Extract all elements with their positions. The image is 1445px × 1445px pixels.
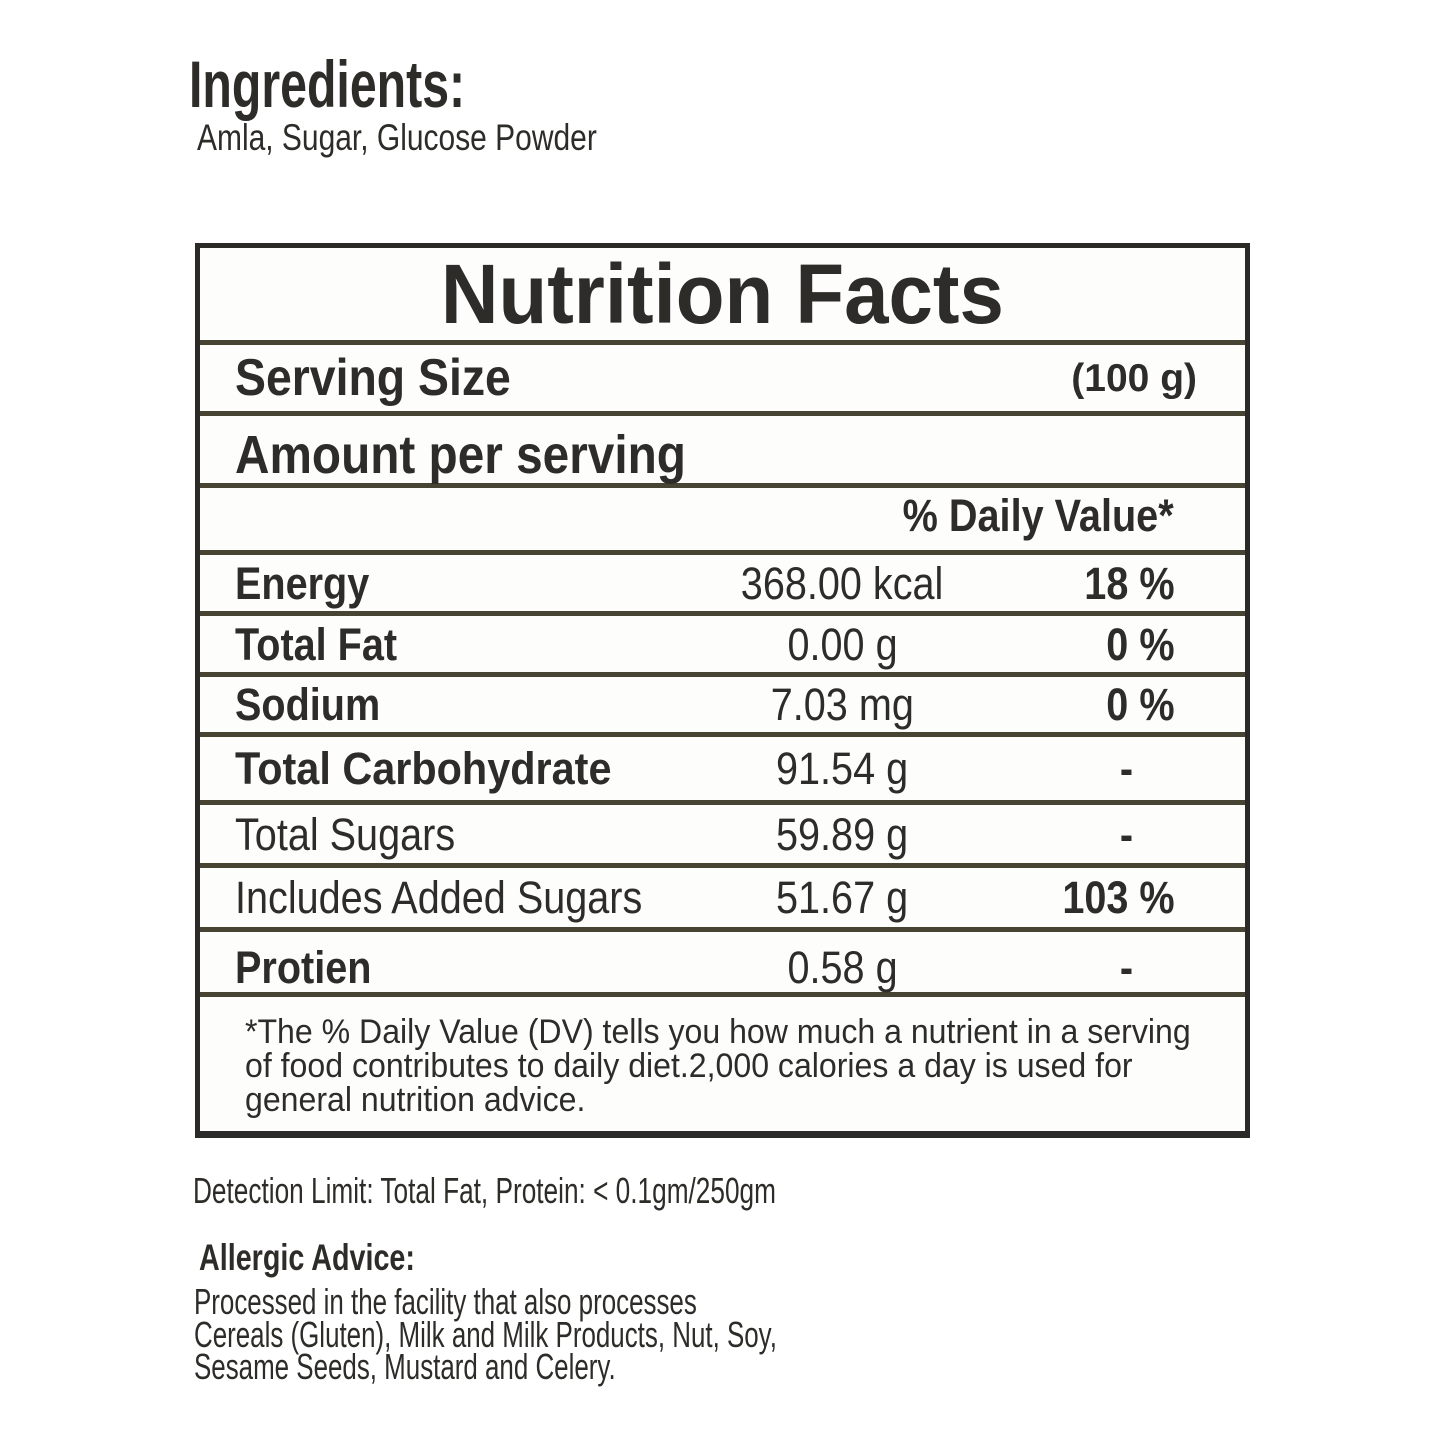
nutrient-label: Total Sugars [235, 808, 456, 860]
daily-value-cell: 0 % [1040, 622, 1245, 667]
nutrient-label: Sodium [235, 679, 381, 730]
daily-value-cell: - [1040, 746, 1245, 791]
nutrient-amount: 368.00 kcal [741, 557, 944, 609]
allergic-advice-line: Processed in the facility that also proc… [194, 1281, 697, 1322]
nutrient-row-energy: Energy 368.00 kcal 18 % [200, 555, 1245, 616]
nutrient-amount: 59.89 g [776, 808, 909, 860]
amount-cell: 51.67 g [645, 875, 1040, 920]
footnote-line: of food contributes to daily diet.2,000 … [245, 1047, 1133, 1085]
amount-cell: 0.00 g [645, 622, 1040, 667]
nutrient-amount: 51.67 g [776, 872, 909, 923]
daily-value-cell: 0 % [1040, 682, 1245, 727]
amount-cell: 91.54 g [645, 746, 1040, 791]
footnote-line: general nutrition advice. [245, 1081, 586, 1119]
nutrient-daily-value: - [1119, 808, 1134, 860]
serving-size-value: (100 g) [1071, 356, 1197, 400]
daily-value-cell: 103 % [1040, 875, 1245, 920]
allergic-advice-line: Sesame Seeds, Mustard and Celery. [194, 1346, 616, 1388]
detection-limit-note: Detection Limit: Total Fat, Protein: < 0… [193, 1170, 776, 1211]
nutrient-label: Energy [235, 557, 370, 609]
nutrient-amount: 0.00 g [787, 618, 898, 670]
amount-per-serving-label: Amount per serving [235, 424, 686, 485]
ingredients-heading: Ingredients: [189, 47, 466, 121]
label-cell: Includes Added Sugars [200, 875, 645, 920]
daily-value-cell: 18 % [1040, 561, 1245, 606]
daily-value-footnote: *The % Daily Value (DV) tells you how mu… [200, 997, 1245, 1131]
daily-value-cell: - [1040, 945, 1245, 990]
allergic-advice-heading: Allergic Advice: [199, 1237, 415, 1278]
amount-cell: 0.58 g [645, 945, 1040, 990]
daily-value-header-row: % Daily Value* [200, 488, 1245, 555]
nutrition-facts-title-row: Nutrition Facts [200, 248, 1245, 345]
label-cell: Total Fat [200, 622, 645, 667]
serving-size-row: Serving Size (100 g) [200, 345, 1245, 416]
label-cell: Energy [200, 561, 645, 606]
nutrient-row-total-fat: Total Fat 0.00 g 0 % [200, 616, 1245, 677]
nutrient-amount: 0.58 g [787, 941, 898, 993]
allergic-advice-text: Processed in the facility that also proc… [194, 1281, 1004, 1388]
nutrient-label: Protien [235, 941, 372, 993]
nutrient-daily-value: - [1119, 941, 1134, 993]
nutrient-daily-value: 0 % [1106, 679, 1175, 730]
amount-cell: 59.89 g [645, 812, 1040, 857]
label-cell: Protien [200, 945, 645, 990]
amount-per-serving-row: Amount per serving [200, 416, 1245, 488]
nutrition-facts-title: Nutrition Facts [440, 247, 1005, 341]
nutrient-label: Total Carbohydrate [235, 743, 612, 794]
nutrient-row-sodium: Sodium 7.03 mg 0 % [200, 677, 1245, 737]
nutrient-daily-value: 18 % [1084, 557, 1175, 609]
amount-cell: 7.03 mg [645, 682, 1040, 727]
serving-size-label: Serving Size [235, 349, 511, 407]
label-cell: Total Sugars [200, 812, 645, 857]
daily-value-cell: - [1040, 812, 1245, 857]
ingredients-list: Amla, Sugar, Glucose Powder [197, 117, 597, 158]
daily-value-header: % Daily Value* [902, 489, 1174, 541]
nutrient-row-protien: Protien 0.58 g - [200, 932, 1245, 997]
amount-cell: 368.00 kcal [645, 561, 1040, 606]
nutrient-label: Includes Added Sugars [235, 872, 643, 923]
nutrient-daily-value: 103 % [1062, 872, 1175, 923]
footnote-line: *The % Daily Value (DV) tells you how mu… [245, 1013, 1191, 1051]
nutrient-row-includes-added-sugars: Includes Added Sugars 51.67 g 103 % [200, 868, 1245, 932]
label-cell: Total Carbohydrate [200, 746, 645, 791]
nutrient-amount: 91.54 g [776, 743, 909, 794]
nutrient-daily-value: - [1119, 743, 1134, 794]
nutrition-facts-panel: Nutrition Facts Serving Size (100 g) Amo… [195, 243, 1250, 1138]
nutrient-daily-value: 0 % [1106, 618, 1175, 670]
allergic-advice-line: Cereals (Gluten), Milk and Milk Products… [194, 1313, 777, 1355]
label-cell: Sodium [200, 682, 645, 727]
nutrient-label: Total Fat [235, 618, 398, 670]
nutrient-amount: 7.03 mg [770, 679, 915, 730]
nutrient-row-total-carbohydrate: Total Carbohydrate 91.54 g - [200, 737, 1245, 805]
nutrient-row-total-sugars: Total Sugars 59.89 g - [200, 805, 1245, 868]
